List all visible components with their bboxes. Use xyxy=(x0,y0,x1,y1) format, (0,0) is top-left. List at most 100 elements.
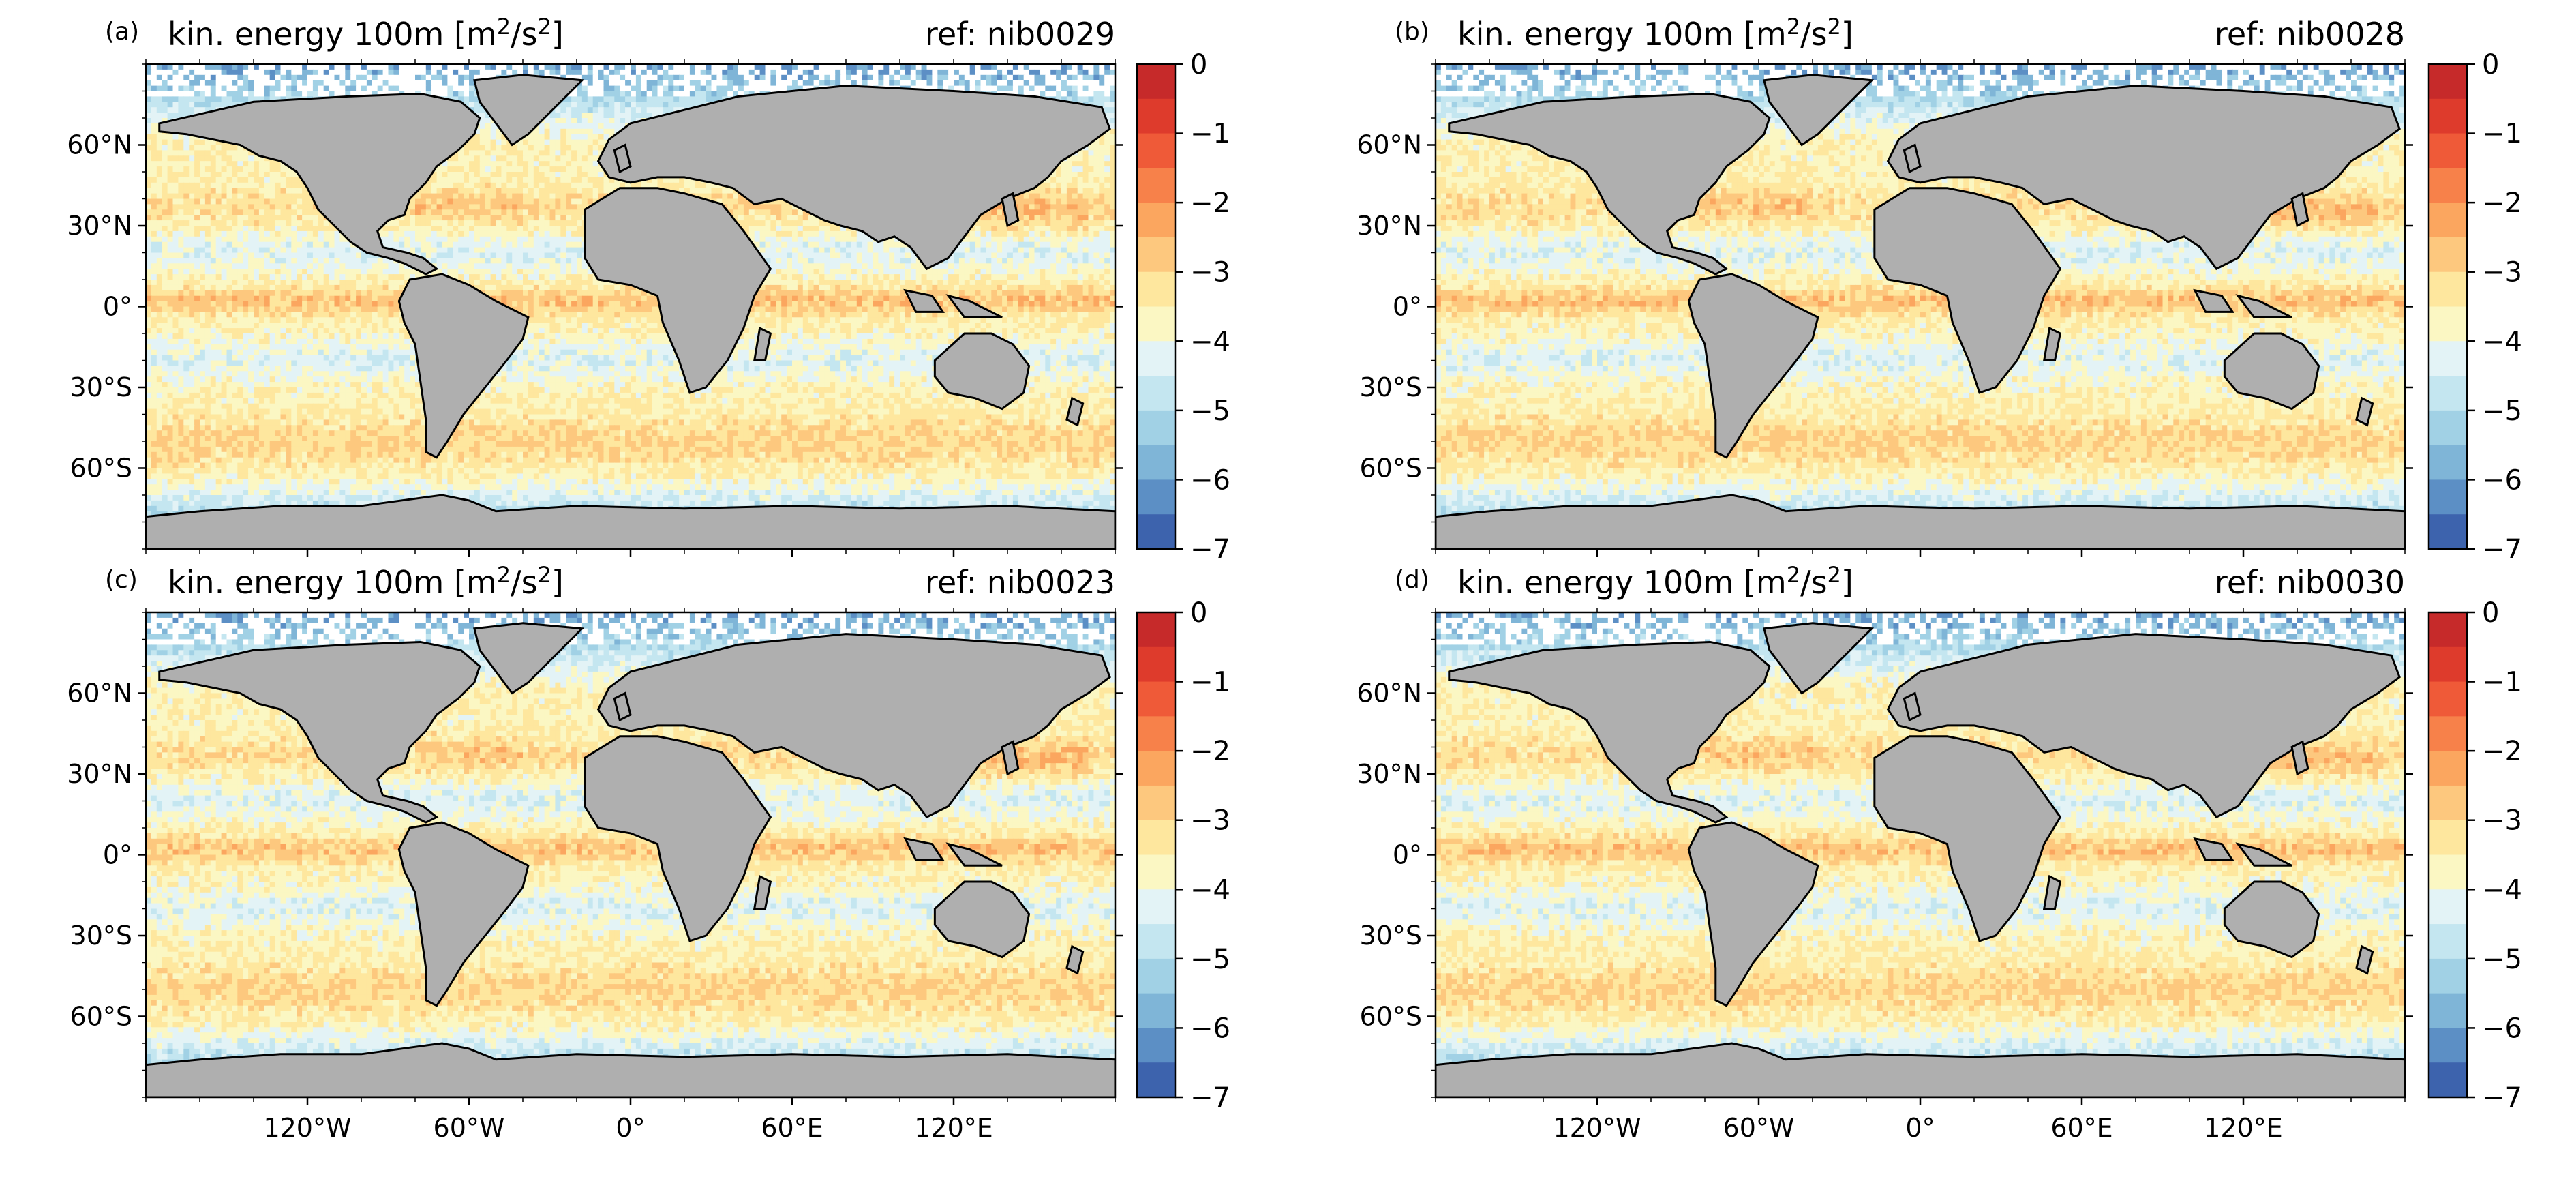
field-cell xyxy=(426,188,432,194)
field-cell xyxy=(652,107,658,113)
field-cell xyxy=(232,166,238,173)
field-cell xyxy=(566,129,572,135)
field-cell xyxy=(506,199,513,205)
field-cell xyxy=(560,107,566,113)
field-cell xyxy=(243,150,249,156)
field-cell xyxy=(571,70,577,76)
field-cell xyxy=(641,80,648,87)
field-cell xyxy=(222,145,228,151)
field-cell xyxy=(539,64,545,70)
field-cell xyxy=(421,194,427,200)
field-cell xyxy=(222,155,228,162)
field-cell xyxy=(1072,177,1078,183)
field-cell xyxy=(232,75,238,81)
field-cell xyxy=(517,172,524,178)
field-cell xyxy=(183,204,190,210)
field-cell xyxy=(550,194,556,200)
field-cell xyxy=(474,161,481,167)
field-cell xyxy=(1045,80,1051,87)
field-cell xyxy=(243,188,249,194)
field-cell xyxy=(1093,161,1100,167)
field-cell xyxy=(173,209,179,215)
field-cell xyxy=(523,177,529,183)
field-cell xyxy=(604,96,610,102)
field-cell xyxy=(243,166,249,173)
field-cell xyxy=(528,150,534,156)
field-cell xyxy=(480,188,486,194)
field-cell xyxy=(770,80,776,87)
field-cell xyxy=(194,209,200,215)
field-cell xyxy=(1013,86,1019,92)
field-cell xyxy=(254,64,260,70)
field-cell xyxy=(453,177,459,183)
field-cell xyxy=(760,204,766,210)
field-cell xyxy=(981,75,987,81)
field-cell xyxy=(1089,91,1095,98)
field-cell xyxy=(447,183,453,189)
field-cell xyxy=(539,129,545,135)
field-cell xyxy=(275,70,282,76)
field-cell xyxy=(237,172,243,178)
field-cell xyxy=(356,64,362,70)
field-cell xyxy=(216,64,222,70)
field-cell xyxy=(313,64,319,70)
field-cell xyxy=(447,172,453,178)
field-cell xyxy=(281,194,287,200)
field-cell xyxy=(550,150,556,156)
field-cell xyxy=(1072,183,1078,189)
field-cell xyxy=(1099,140,1105,146)
field-cell xyxy=(431,199,438,205)
field-cell xyxy=(1045,188,1051,194)
field-cell xyxy=(512,145,518,151)
field-cell xyxy=(679,75,685,81)
field-cell xyxy=(485,64,491,70)
field-cell xyxy=(227,91,233,98)
field-cell xyxy=(227,155,233,162)
field-cell xyxy=(259,209,265,215)
field-cell xyxy=(733,204,739,210)
field-cell xyxy=(738,80,744,87)
field-cell xyxy=(647,75,653,81)
panel-a: 60°N30°N0°30°S60°S(a) kin. energy 100m [m… xyxy=(67,14,1230,565)
field-cell xyxy=(485,140,491,146)
field-cell xyxy=(151,123,157,130)
field-cell xyxy=(716,194,723,200)
field-cell xyxy=(237,188,243,194)
field-cell xyxy=(986,80,992,87)
field-cell xyxy=(211,204,217,210)
field-cell xyxy=(673,64,680,70)
field-cell xyxy=(1093,194,1100,200)
field-cell xyxy=(211,199,217,205)
field-cell xyxy=(922,64,928,70)
field-cell xyxy=(668,183,674,189)
field-cell xyxy=(356,70,362,76)
field-cell xyxy=(1067,199,1073,205)
field-cell xyxy=(318,86,324,92)
field-cell xyxy=(200,161,206,167)
field-cell xyxy=(604,123,610,130)
field-cell xyxy=(620,118,626,124)
field-cell xyxy=(464,155,470,162)
field-cell xyxy=(1050,80,1057,87)
field-cell xyxy=(1083,91,1089,98)
field-cell xyxy=(1050,194,1057,200)
field-cell xyxy=(270,91,276,98)
field-cell xyxy=(1078,86,1084,92)
field-cell xyxy=(189,172,195,178)
field-cell xyxy=(464,172,470,178)
field-cell xyxy=(178,188,184,194)
field-cell xyxy=(426,80,432,87)
field-cell xyxy=(706,91,712,98)
field-cell xyxy=(254,199,260,205)
field-cell xyxy=(528,155,534,162)
field-cell xyxy=(447,177,453,183)
field-cell xyxy=(588,134,594,140)
field-cell xyxy=(264,161,271,167)
field-cell xyxy=(857,75,863,81)
field-cell xyxy=(222,204,228,210)
field-cell xyxy=(1083,166,1089,173)
field-cell xyxy=(690,91,696,98)
field-cell xyxy=(151,75,157,81)
field-cell xyxy=(302,80,308,87)
field-cell xyxy=(1089,161,1095,167)
